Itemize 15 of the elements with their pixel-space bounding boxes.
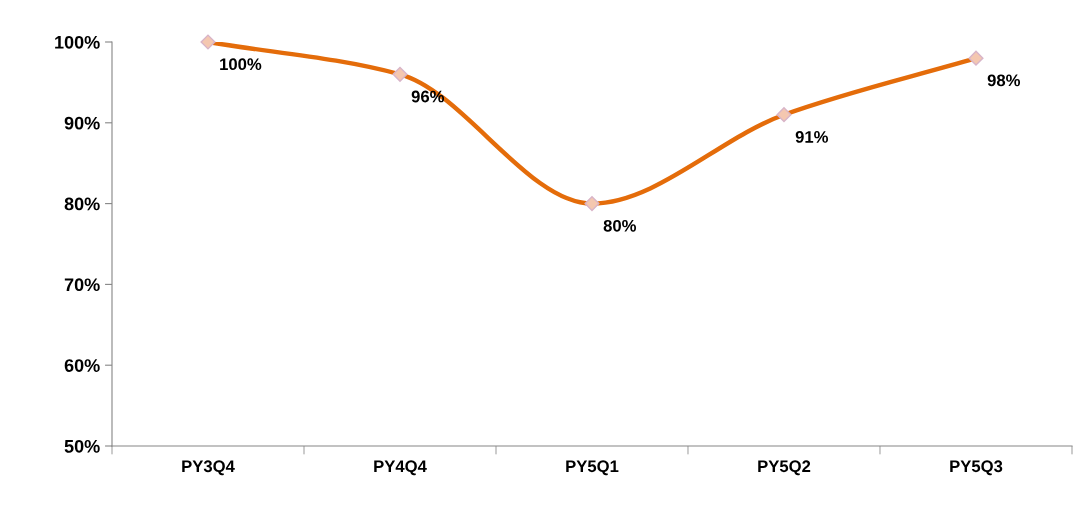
x-tick-label: PY5Q2	[758, 460, 811, 476]
x-tick-label: PY4Q4	[374, 460, 427, 476]
data-label: 80%	[603, 219, 637, 232]
x-tick-label: PY3Q4	[182, 460, 235, 476]
y-tick-label: 90%	[64, 116, 100, 130]
x-tick-label: PY5Q1	[566, 460, 619, 476]
data-label: 91%	[795, 131, 829, 143]
x-tick-label: PY5Q3	[950, 460, 1003, 476]
data-label: 98%	[987, 74, 1021, 87]
data-label: 100%	[220, 58, 262, 71]
y-tick-label: 80%	[64, 197, 100, 211]
y-tick-label: 70%	[64, 278, 100, 292]
y-tick-label: 50%	[64, 439, 100, 453]
y-tick-label: 100%	[55, 35, 100, 49]
y-tick-label: 60%	[64, 359, 100, 372]
